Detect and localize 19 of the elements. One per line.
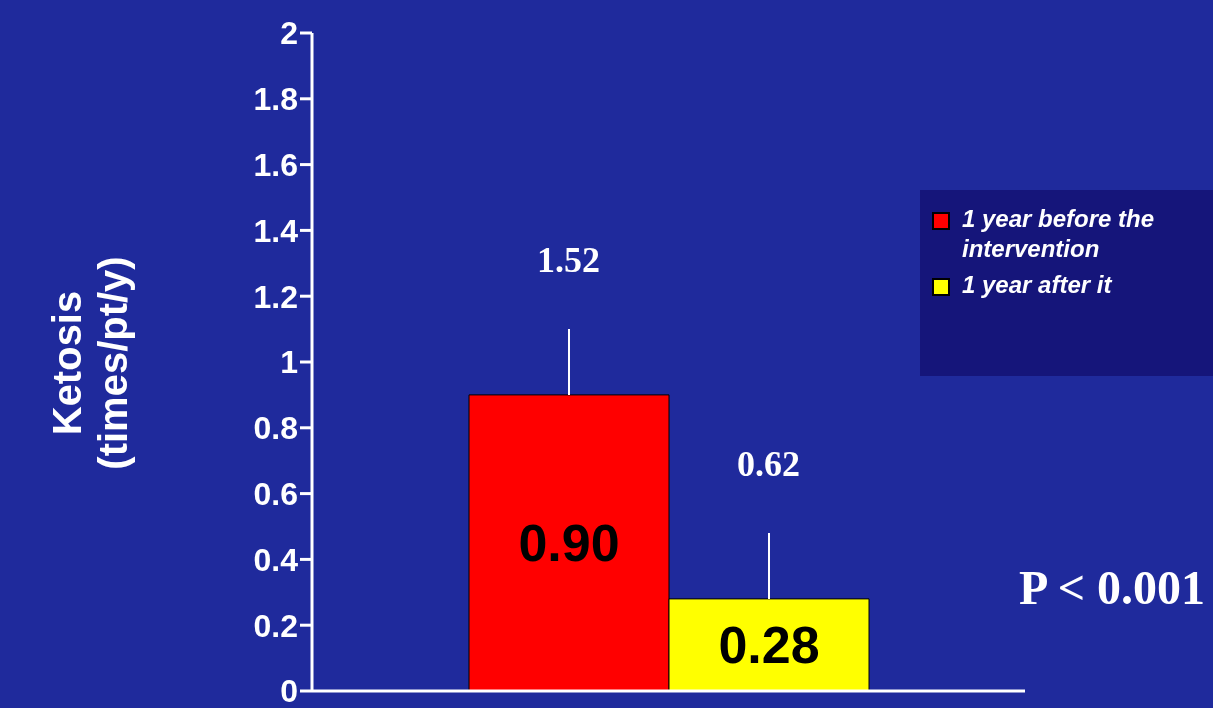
y-tick-label: 0.4: [253, 541, 299, 578]
y-axis-title: Ketosis (times/pt/y): [44, 255, 136, 470]
y-tick-label: 0.8: [253, 410, 298, 447]
annotation: P < 0.001: [1018, 560, 1205, 615]
data-label: 0.90: [518, 513, 620, 572]
legend-label: 1 year after it: [962, 270, 1114, 300]
annotation: 0.62: [737, 442, 800, 485]
y-tick-label: 1: [280, 344, 298, 381]
y-tick-label: 1.2: [253, 278, 298, 315]
y-tick-label: 1.6: [253, 146, 298, 183]
y-tick-label: 0.2: [253, 607, 298, 644]
y-tick-label: 0: [280, 673, 298, 708]
y-tick-label: 1.4: [253, 212, 299, 249]
y-tick-label: 2: [280, 15, 298, 52]
y-tick-label: 0.6: [253, 475, 298, 512]
legend-label: 1 year before the intervention: [962, 204, 1156, 264]
annotation: 1.52: [537, 238, 600, 281]
y-tick-label: 1.8: [253, 81, 298, 118]
data-label: 0.28: [718, 615, 820, 674]
